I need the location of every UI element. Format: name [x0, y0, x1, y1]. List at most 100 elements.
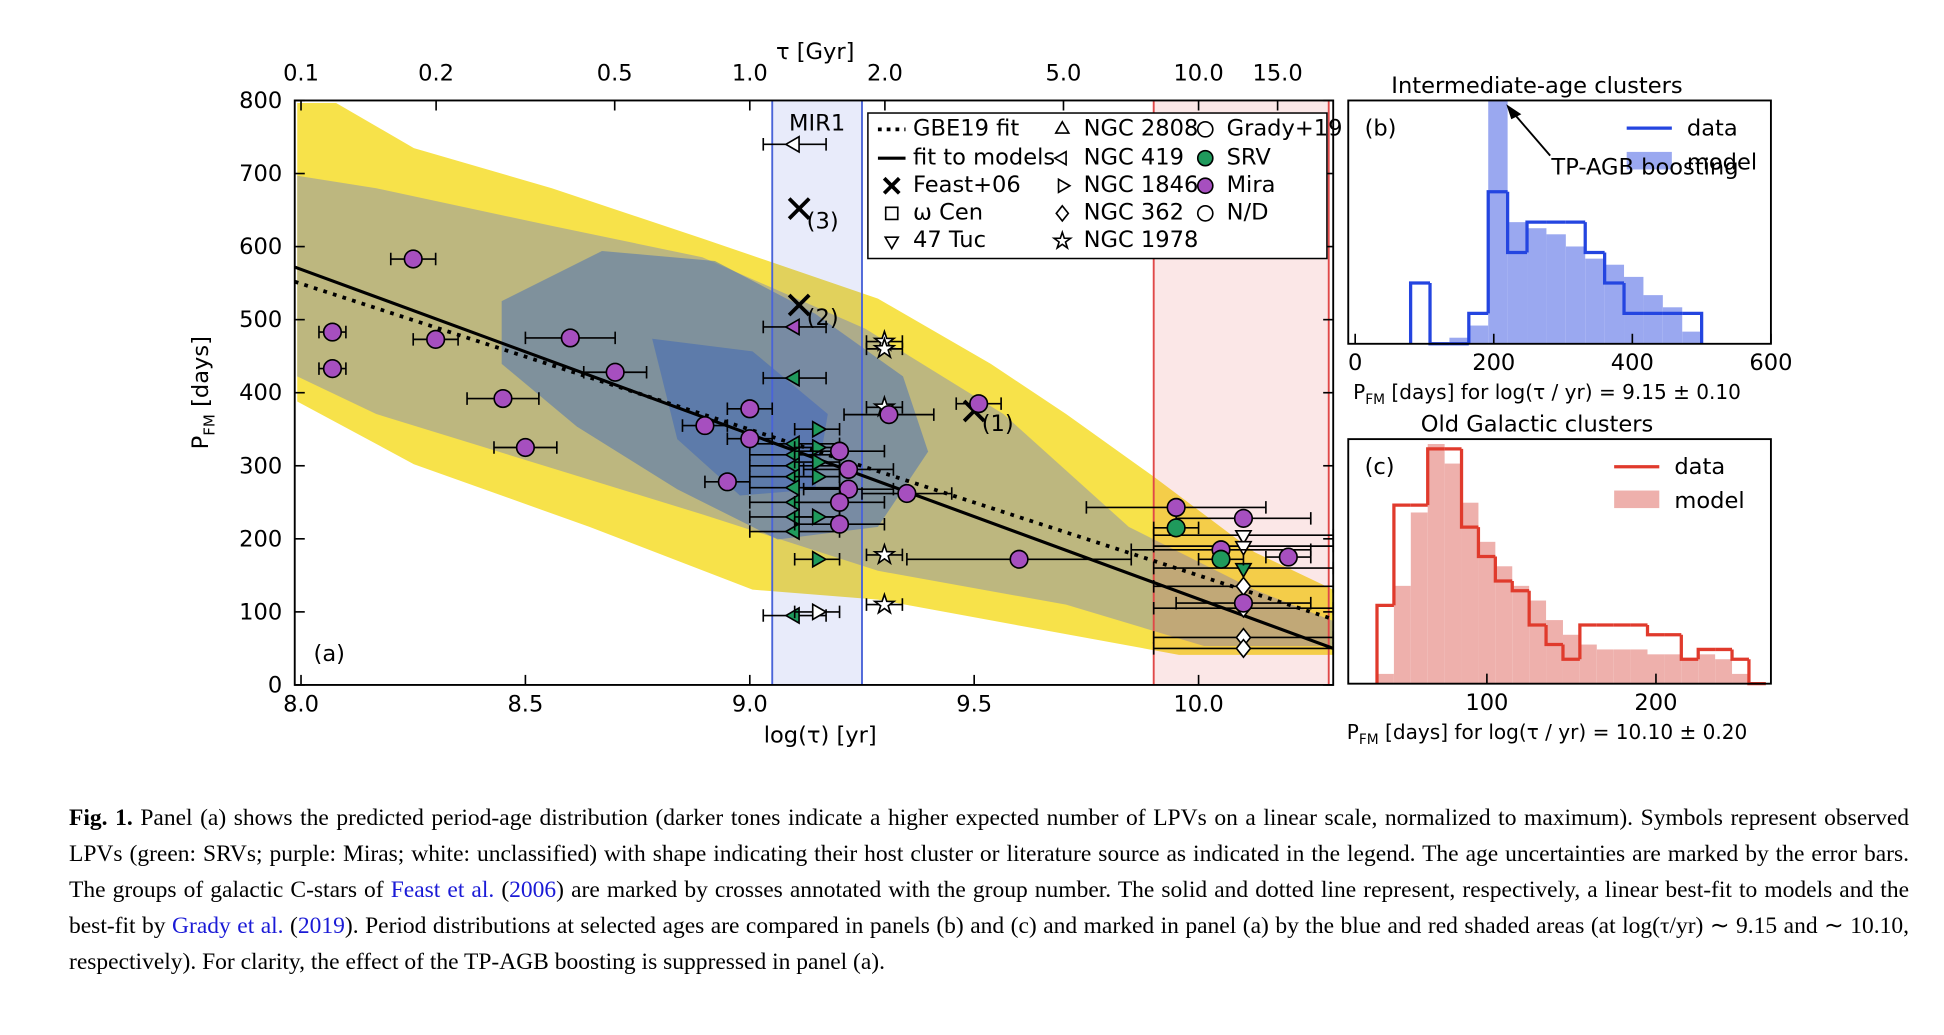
x2-tick-label: 15.0 [1252, 60, 1302, 86]
legend-patch [1626, 151, 1672, 170]
hist-step [1493, 556, 1513, 583]
legend-label: GBE19 fit [913, 116, 1019, 142]
hist-step [1679, 634, 1699, 661]
hist-bar [1604, 264, 1625, 344]
marker [838, 459, 859, 480]
caption-link[interactable]: Feast et al. [390, 877, 495, 903]
hist-bar [1681, 659, 1699, 684]
legend-label: NGC 1978 [1084, 227, 1199, 253]
hist-bar [1529, 600, 1547, 684]
legend-patch [1614, 490, 1660, 509]
legend-label: Grady+19 [1227, 116, 1343, 142]
marker [1166, 518, 1186, 538]
hist-bar [1507, 222, 1528, 344]
y-tick-label: 100 [239, 599, 282, 625]
hist-step [1392, 503, 1411, 606]
x2-tick-label: 1.0 [732, 60, 768, 86]
x-label-part: [days] for log(τ / yr) = 10.10 ± 0.20 [1379, 720, 1748, 744]
caption-segment: ( [494, 877, 510, 903]
caption-segment: ) are marked by crosses annotated with t… [69, 877, 1910, 939]
hist-step [1510, 580, 1530, 593]
hist-step [1467, 311, 1489, 344]
x2-tick-label: 10.0 [1173, 60, 1223, 86]
marker [1009, 549, 1029, 569]
hist-step [1459, 448, 1479, 529]
fit-line [294, 279, 1334, 621]
x2-tick-label: 5.0 [1046, 60, 1082, 86]
caption-link[interactable]: Grady et al. [172, 913, 284, 939]
hist-bar [1565, 246, 1586, 344]
hist-step [1561, 644, 1580, 661]
marker [784, 478, 800, 497]
legend-marker [1057, 177, 1072, 194]
hist-bar [1546, 234, 1566, 344]
caption-text: Panel (a) shows the predicted period-age… [69, 805, 1909, 975]
legend-label: NGC 362 [1084, 200, 1184, 226]
hist-step [1602, 252, 1625, 285]
hist-bar [1393, 585, 1411, 684]
caption-segment: Panel (a) shows the predicted period-age… [69, 805, 1910, 903]
marker [787, 197, 811, 220]
x-axis-label: PFM [days] for log(τ / yr) = 9.15 ± 0.10 [1353, 380, 1741, 408]
shaded-span [772, 100, 862, 685]
hist-step [1486, 190, 1508, 314]
marker [879, 405, 899, 425]
marker [811, 507, 828, 526]
legend-marker [1055, 204, 1070, 223]
caption-label: Fig. 1. [69, 805, 133, 831]
x-label-part: [days] for log(τ / yr) = 9.15 ± 0.10 [1385, 380, 1741, 404]
x-tick-label: 9.0 [732, 691, 768, 717]
caption-segment: ). Period distributions at selected ages… [69, 913, 1909, 975]
hist-step [1622, 282, 1644, 316]
marker [811, 420, 828, 439]
hist-step [1505, 191, 1528, 255]
y-label-part: P [188, 436, 214, 450]
y-axis-label: PFM [days] [188, 336, 218, 449]
hist-bar [1630, 649, 1648, 684]
marker [829, 492, 850, 512]
legend-label: NGC 1846 [1084, 172, 1199, 198]
marker [1234, 529, 1253, 546]
hist-bar [1427, 444, 1445, 684]
hist-bar [1596, 649, 1614, 684]
annotation-arrow [1510, 109, 1551, 157]
marker [829, 514, 850, 534]
hist-bar [1488, 100, 1508, 344]
x-tick-label: 200 [1472, 350, 1515, 376]
marker [1233, 508, 1254, 528]
y-tick-label: 700 [239, 161, 282, 187]
hist-bar [1468, 325, 1489, 344]
legend-label: 47 Tuc [913, 227, 986, 253]
x-label-part: P [1347, 720, 1359, 744]
marker [695, 415, 715, 436]
hist-step [1730, 649, 1749, 661]
hist-bar [1527, 228, 1547, 344]
annotation-arrowhead [1506, 104, 1522, 120]
x2-tick-label: 0.5 [597, 60, 633, 86]
x-tick-label: 9.5 [956, 691, 992, 717]
legend-label: SRV [1227, 144, 1272, 170]
x-tick-label: 0 [1348, 350, 1362, 376]
caption-link[interactable]: 2019 [297, 913, 345, 939]
legend-marker [884, 206, 899, 221]
hist-bar [1682, 331, 1702, 344]
x-tick-label: 600 [1749, 350, 1792, 376]
hist-bar [1698, 654, 1716, 684]
hist-step [1525, 220, 1547, 253]
hist-bar [1478, 541, 1496, 684]
annotation: TP-AGB boosting [1550, 154, 1738, 180]
hist-bar [1512, 585, 1530, 684]
caption-link[interactable]: 2006 [509, 877, 557, 903]
marker [1233, 593, 1254, 613]
x-label-part: FM [1359, 732, 1379, 748]
hist-step [1544, 624, 1563, 647]
marker [403, 249, 423, 269]
plot-layer: MIR1(1)(2)(3)01002003004005006007008008.… [188, 39, 1792, 749]
hist-step [1682, 311, 1704, 344]
legend-marker [1196, 177, 1214, 195]
point-label: (1) [982, 411, 1014, 437]
x-label-part: FM [1365, 392, 1385, 408]
panel-title: Old Galactic clusters [1421, 412, 1654, 438]
legend-label: fit to models [913, 144, 1055, 170]
